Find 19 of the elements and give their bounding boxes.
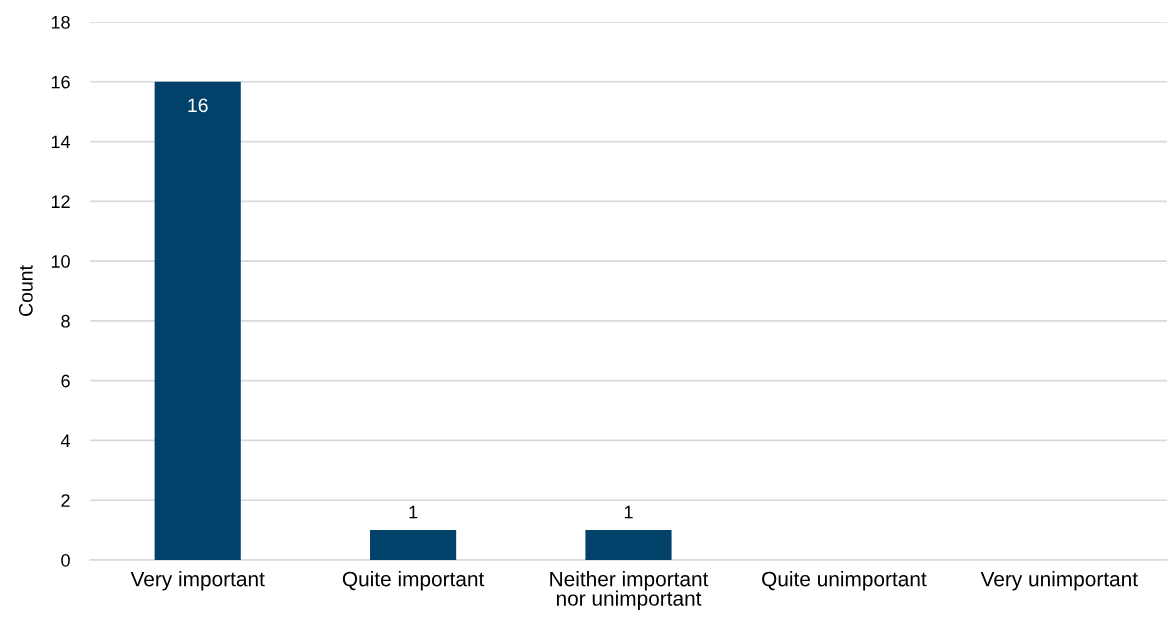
y-tick-label: 16 (51, 75, 70, 89)
y-tick-label: 0 (61, 553, 70, 567)
data-label: 1 (624, 505, 633, 519)
x-tick-label: Quite important (342, 571, 485, 591)
y-tick-label: 4 (60, 434, 71, 447)
data-label: 16 (188, 98, 208, 113)
y-axis-title: Count (18, 265, 33, 316)
y-tick-label: 2 (61, 494, 70, 507)
data-label: 1 (409, 505, 418, 519)
x-tick-label: Very important (130, 571, 265, 591)
y-tick-label: 12 (51, 195, 70, 208)
y-tick-label: 6 (61, 374, 70, 388)
y-tick-label: 18 (51, 15, 70, 29)
y-tick-label: 8 (61, 314, 70, 328)
y-tick-label: 10 (51, 255, 70, 268)
y-tick-label: 14 (51, 135, 71, 149)
x-tick-label: Very unimportant (980, 571, 1138, 591)
x-tick-label: Neither important nor unimportant (550, 571, 709, 610)
x-tick-label: Quite unimportant (762, 571, 927, 591)
